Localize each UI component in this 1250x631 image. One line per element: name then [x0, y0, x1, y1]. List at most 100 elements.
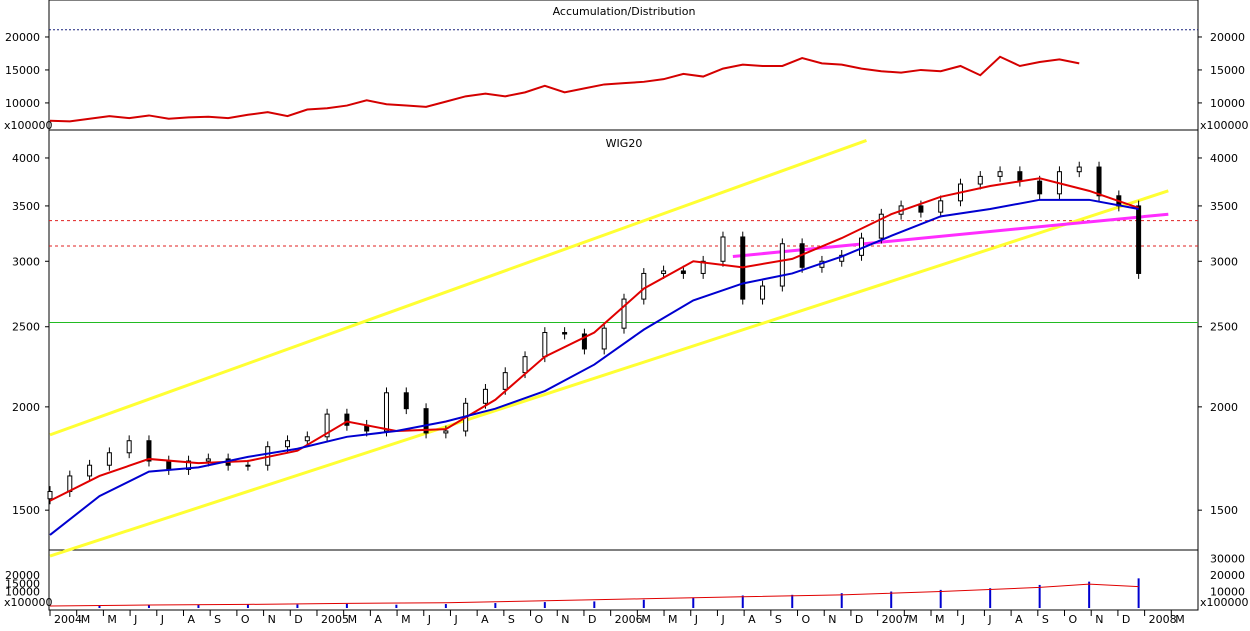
bottom-y-tick-label-left: 10000 [5, 586, 40, 599]
volume-bar [345, 603, 348, 608]
candle-body [106, 452, 112, 466]
candle-body [918, 205, 924, 213]
volume-bar [692, 597, 695, 608]
main-y-tick-label-left: 1500 [12, 504, 40, 517]
volume-bar [1137, 578, 1140, 608]
x-tick-label: 2006 [615, 613, 643, 626]
trend-line [49, 139, 867, 437]
bottom-y-tick-label-right: 10000 [1210, 586, 1245, 599]
candle-body [700, 260, 706, 274]
main-y-tick-label-right: 4000 [1210, 152, 1238, 165]
main-y-tick-label-left: 2500 [12, 321, 40, 334]
x-tick-label: O [802, 613, 811, 626]
candle-body [1096, 166, 1102, 197]
bottom-multiplier-label-right: x100000 [1200, 596, 1249, 609]
accumulation-distribution-panel: Accumulation/Distribution x100000 x10000… [4, 0, 1249, 132]
x-tick-label: A [481, 613, 489, 626]
candle-body [126, 440, 132, 454]
main-y-tick-label-left: 3500 [12, 200, 40, 213]
x-tick-label: 2007 [882, 613, 910, 626]
ad-line [49, 55, 1080, 123]
candle-body [601, 327, 607, 350]
top-y-tick-label-left: 10000 [5, 97, 40, 110]
volume-bar [791, 594, 794, 608]
trend-line [732, 212, 1169, 259]
volume-bar [840, 593, 843, 608]
candle-body [502, 372, 508, 390]
x-tick-label: M [81, 613, 91, 626]
candle-body [1136, 205, 1142, 274]
x-tick-label: A [1015, 613, 1023, 626]
x-tick-label: A [187, 613, 195, 626]
top-multiplier-label-right: x100000 [1200, 119, 1249, 132]
candle-body [878, 213, 884, 239]
x-tick-label: M [641, 613, 651, 626]
top-multiplier-label-left: x100000 [4, 119, 53, 132]
x-tick-label: J [720, 613, 724, 626]
candle-body [1017, 171, 1023, 182]
candle-body [1076, 166, 1082, 173]
volume-bar [395, 604, 398, 608]
x-tick-label: D [588, 613, 596, 626]
volume-bar [1038, 584, 1041, 608]
candle-body [997, 171, 1003, 177]
candle-body [186, 460, 192, 470]
top-y-tick-label-right: 15000 [1210, 64, 1245, 77]
x-tick-label: S [775, 613, 782, 626]
candle-body [324, 413, 330, 438]
volume-panel: x100000 x100000 [4, 549, 1249, 611]
x-tick-label: M [1175, 613, 1185, 626]
main-y-tick-label-right: 2500 [1210, 321, 1238, 334]
x-tick-label: J [694, 613, 698, 626]
bottom-y-tick-label-left: 20000 [5, 569, 40, 582]
x-tick-label: S [508, 613, 515, 626]
candle-body [542, 332, 548, 358]
x-tick-label: S [214, 613, 221, 626]
x-tick-label: 2004 [54, 613, 82, 626]
x-tick-label: 2008 [1149, 613, 1177, 626]
candle-body [403, 392, 409, 410]
top-y-tick-label-right: 10000 [1210, 97, 1245, 110]
x-tick-label: M [668, 613, 678, 626]
x-tick-label: N [561, 613, 569, 626]
top-y-tick-label-left: 20000 [5, 31, 40, 44]
candle-body [720, 236, 726, 262]
chart-title-wig20: WIG20 [606, 137, 643, 150]
candle-body [661, 270, 667, 274]
volume-bar [741, 595, 744, 608]
volume-bar [246, 604, 249, 608]
main-y-tick-label-left: 2000 [12, 401, 40, 414]
x-tick-label: D [1122, 613, 1130, 626]
volume-bar [890, 591, 893, 608]
x-tick-label: N [268, 613, 276, 626]
chart-marks [47, 29, 1198, 608]
candle-body [443, 430, 449, 434]
candle-body [779, 243, 785, 287]
main-y-tick-label-right: 1500 [1210, 504, 1238, 517]
x-tick-label: M [935, 613, 945, 626]
candle-body [482, 388, 488, 404]
volume-bar [494, 603, 497, 608]
x-tick-label: M [107, 613, 117, 626]
volume-bar [147, 604, 150, 608]
x-tick-label: N [828, 613, 836, 626]
candle-body [641, 272, 647, 300]
candle-body [344, 413, 350, 426]
bottom-y-tick-label-left: 15000 [5, 577, 40, 590]
x-tick-label: J [160, 613, 164, 626]
candle-body [680, 270, 686, 274]
x-tick-label: O [241, 613, 250, 626]
x-tick-label: 2005 [321, 613, 349, 626]
candle-body [522, 356, 528, 374]
top-y-tick-label-left: 15000 [5, 64, 40, 77]
moving-average-line [49, 198, 1139, 536]
x-tick-label: J [987, 613, 991, 626]
x-tick-label: D [855, 613, 863, 626]
candle-body [423, 408, 429, 434]
x-tick-label: M [348, 613, 358, 626]
bottom-y-tick-label-right: 20000 [1210, 569, 1245, 582]
volume-bar [1088, 581, 1091, 608]
